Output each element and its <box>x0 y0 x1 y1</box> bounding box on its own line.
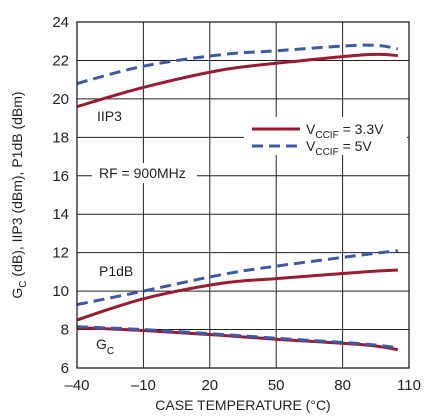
series-line-p1db-5v <box>76 249 399 307</box>
y-axis-title-sub: C <box>18 280 29 287</box>
y-tick-label: 6 <box>61 360 69 377</box>
x-tick-label: –10 <box>131 377 156 394</box>
x-tick-label: 110 <box>397 377 421 394</box>
legend: VCCIF = 3.3V VCCIF = 5V <box>244 117 407 158</box>
plot-area <box>77 22 409 368</box>
legend-3v3-rest: = 3.3V <box>339 121 384 137</box>
y-axis-title-g: G <box>9 288 25 299</box>
plot-border <box>76 21 410 369</box>
p1db-label: P1dB <box>99 263 133 279</box>
legend-5v-v: V <box>306 138 316 154</box>
series-line-iip3-3v3 <box>76 52 398 109</box>
series-layer <box>76 43 399 352</box>
x-tick-label: 80 <box>334 377 351 394</box>
y-tick-label: 10 <box>52 283 69 300</box>
gc-label: GC <box>96 336 114 357</box>
gc-label-main: G <box>96 336 107 352</box>
legend-bg <box>244 117 407 155</box>
series-line-p1db-3v3 <box>76 268 398 322</box>
rf-label: RF = 900MHz <box>99 165 186 181</box>
y-tick-label: 16 <box>52 168 69 185</box>
legend-5v-rest: = 5V <box>339 138 373 154</box>
rf-label-bg <box>92 163 197 183</box>
legend-label-3v3: VCCIF = 3.3V <box>306 121 384 141</box>
legend-3v3-sub: CCIF <box>315 130 338 141</box>
y-tick-label: 8 <box>61 322 69 339</box>
y-tick-label: 12 <box>52 245 69 262</box>
iip3-label: IIP3 <box>97 108 122 124</box>
y-axis-title-rest: (dB), IIP3 (dBm), P1dB (dBm) <box>9 91 25 280</box>
x-tick-label: –40 <box>64 377 89 394</box>
y-axis-title: GC (dB), IIP3 (dBm), P1dB (dBm) <box>9 91 29 298</box>
series-line-iip3-5v <box>76 43 399 85</box>
y-tick-labels: 6 8 10 12 14 16 18 20 22 24 <box>52 14 69 377</box>
y-tick-label: 20 <box>52 91 69 108</box>
gc-label-sub: C <box>107 346 114 357</box>
series-line-gc-5v <box>76 325 399 350</box>
legend-5v-sub: CCIF <box>315 147 338 158</box>
legend-label-5v: VCCIF = 5V <box>306 138 372 158</box>
x-tick-label: 20 <box>201 377 218 394</box>
y-tick-label: 22 <box>52 52 69 69</box>
legend-3v3-v: V <box>306 121 316 137</box>
y-tick-label: 14 <box>52 206 69 223</box>
x-tick-label: 50 <box>268 377 285 394</box>
x-axis-title: CASE TEMPERATURE (°C) <box>155 397 330 413</box>
y-tick-label: 18 <box>52 129 69 146</box>
x-tick-labels: –40 –10 20 50 80 110 <box>64 377 420 394</box>
y-tick-label: 24 <box>52 14 69 31</box>
